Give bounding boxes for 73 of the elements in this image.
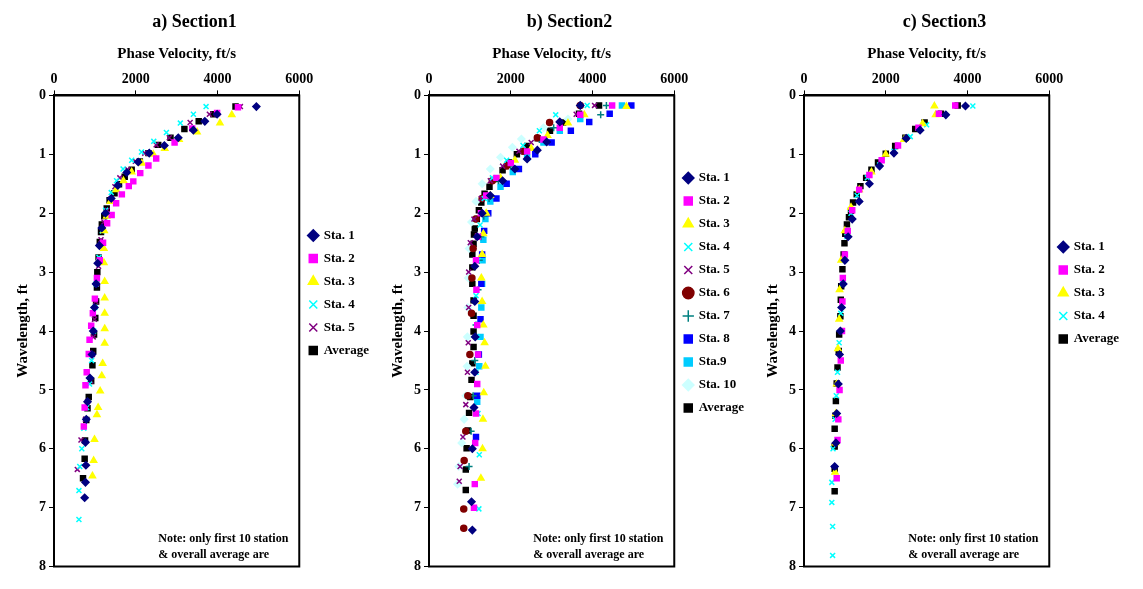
legend-label: Sta. 3 <box>698 215 731 231</box>
x-axis-title: Phase Velocity, ft/s <box>492 45 612 62</box>
y-axis-title: Wavelength, ft <box>763 284 780 378</box>
y-tick-label: 8 <box>789 558 796 574</box>
x-tick-label: 0 <box>800 70 808 86</box>
chart-title: a) Section1 <box>152 11 237 33</box>
legend-label: Sta. 7 <box>698 307 731 323</box>
x-tick-label: 4000 <box>203 70 232 86</box>
y-tick-label: 3 <box>414 263 421 279</box>
x-tick-label: 4000 <box>578 70 607 86</box>
y-tick-label: 5 <box>39 381 46 397</box>
x-tick-label: 6000 <box>660 70 689 86</box>
legend-label: Sta. 5 <box>323 318 356 334</box>
legend-label: Average <box>1073 330 1120 346</box>
chart-title: c) Section3 <box>902 11 987 33</box>
y-tick-label: 8 <box>39 558 46 574</box>
annotation: Note: only first 10 station & overall average are <box>158 530 289 561</box>
legend-label: Sta. 2 <box>698 192 730 208</box>
y-tick-label: 6 <box>789 440 796 456</box>
x-tick-label: 2000 <box>871 70 900 86</box>
x-tick-label: 0 <box>50 70 58 86</box>
y-tick-label: 0 <box>414 87 421 103</box>
x-axis-title: Phase Velocity, ft/s <box>867 45 987 62</box>
legend-label: Sta. 1 <box>1073 238 1105 254</box>
legend-label: Sta. 10 <box>698 376 737 392</box>
y-tick-label: 5 <box>789 381 796 397</box>
x-axis-title: Phase Velocity, ft/s <box>117 45 237 62</box>
y-tick-label: 8 <box>414 558 421 574</box>
legend-label: Sta. 5 <box>698 261 731 277</box>
chart-title: b) Section2 <box>526 11 613 33</box>
y-tick-label: 3 <box>39 263 46 279</box>
legend-label: Sta. 4 <box>698 238 731 254</box>
legend-label: Sta. 4 <box>323 295 356 311</box>
x-tick-label: 6000 <box>285 70 314 86</box>
x-tick-label: 2000 <box>496 70 525 86</box>
y-tick-label: 1 <box>789 145 796 161</box>
x-tick-label: 6000 <box>1035 70 1064 86</box>
y-tick-label: 0 <box>39 87 46 103</box>
annotation: Note: only first 10 station & overall average are <box>908 530 1039 561</box>
legend-label: Sta.9 <box>698 353 728 369</box>
x-tick-label: 4000 <box>953 70 982 86</box>
y-axis-title: Wavelength, ft <box>13 284 30 378</box>
legend-label: Sta. 2 <box>1073 261 1105 277</box>
y-tick-label: 7 <box>39 499 46 515</box>
x-tick-label: 0 <box>425 70 433 86</box>
legend-label: Sta. 8 <box>698 330 731 346</box>
y-tick-label: 5 <box>414 381 421 397</box>
y-tick-label: 6 <box>39 440 46 456</box>
y-tick-label: 1 <box>39 145 46 161</box>
y-tick-label: 7 <box>789 499 796 515</box>
legend-label: Sta. 1 <box>698 169 730 185</box>
x-tick-label: 2000 <box>121 70 150 86</box>
y-axis-title: Wavelength, ft <box>388 284 405 378</box>
y-tick-label: 4 <box>39 322 46 338</box>
annotation: Note: only first 10 station & overall average are <box>533 530 664 561</box>
legend-label: Average <box>698 399 745 415</box>
y-tick-label: 7 <box>414 499 421 515</box>
y-tick-label: 4 <box>789 322 796 338</box>
legend-label: Sta. 1 <box>323 226 355 242</box>
y-tick-label: 2 <box>414 204 421 220</box>
y-tick-label: 4 <box>414 322 421 338</box>
y-tick-label: 2 <box>789 204 796 220</box>
legend-label: Sta. 2 <box>323 249 355 265</box>
legend-label: Sta. 3 <box>1073 284 1106 300</box>
y-tick-label: 3 <box>789 263 796 279</box>
legend-label: Average <box>323 341 370 357</box>
legend-label: Sta. 6 <box>698 284 731 300</box>
y-tick-label: 6 <box>414 440 421 456</box>
y-tick-label: 0 <box>789 87 796 103</box>
legend-label: Sta. 3 <box>323 272 356 288</box>
y-tick-label: 1 <box>414 145 421 161</box>
legend-label: Sta. 4 <box>1073 307 1106 323</box>
y-tick-label: 2 <box>39 204 46 220</box>
